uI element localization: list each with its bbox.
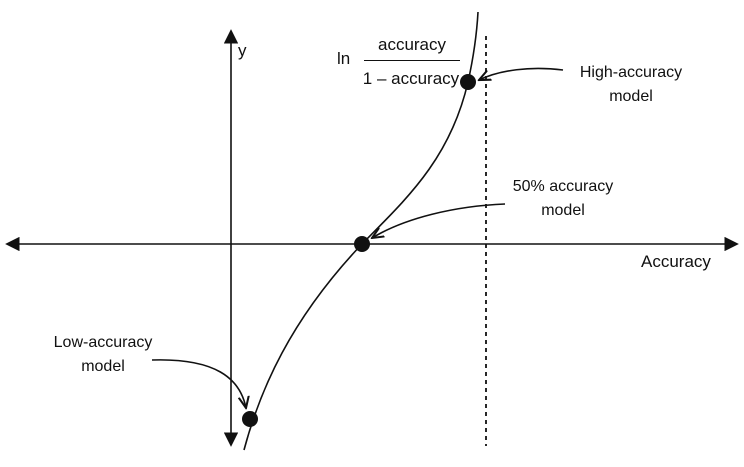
y-axis-label: y (238, 41, 247, 60)
logit-curve (243, 11, 479, 451)
low-accuracy-arrow (151, 359, 246, 408)
mid-accuracy-label-line1: 50% accuracy (512, 178, 614, 195)
high-accuracy-label-line2: model (609, 88, 653, 105)
low-accuracy-point (242, 411, 258, 427)
x-axis-label: Accuracy (641, 252, 711, 271)
formula-prefix: ln (337, 49, 351, 68)
low-accuracy-label-line1: Low-accuracy (53, 334, 153, 351)
high-accuracy-point (460, 74, 476, 90)
high-accuracy-arrow (479, 67, 564, 80)
high-accuracy-label-line1: High-accuracy (579, 64, 683, 81)
formula-denominator: 1 – accuracy (362, 69, 460, 88)
formula-fraction-bar (364, 60, 460, 61)
formula-numerator: accuracy (377, 35, 447, 54)
mid-accuracy-arrow (372, 203, 506, 238)
mid-accuracy-point (354, 236, 370, 252)
low-accuracy-label-line2: model (81, 358, 125, 375)
mid-accuracy-label-line2: model (541, 202, 585, 219)
